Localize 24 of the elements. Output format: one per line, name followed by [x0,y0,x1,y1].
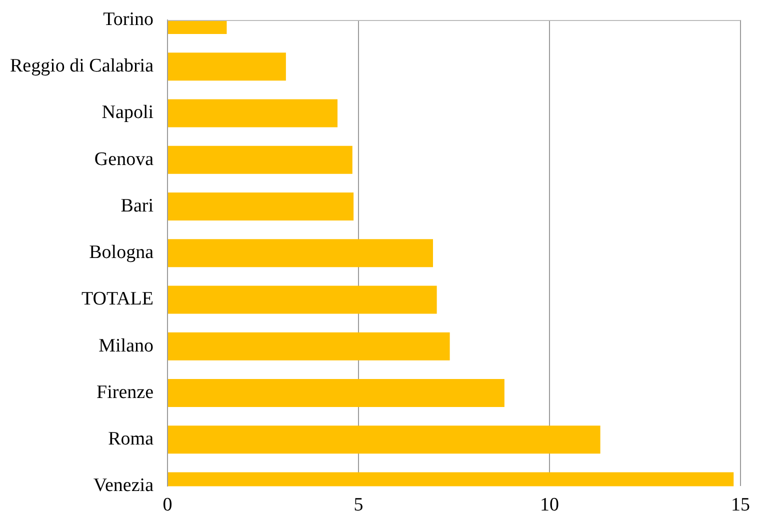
bar [168,146,352,174]
y-tick-label: Torino [103,8,154,30]
bar [168,239,433,268]
y-tick-label: Genova [94,148,154,170]
x-tick-label: 0 [162,494,172,516]
x-tick-label: 15 [731,494,750,516]
y-tick-label: Venezia [93,475,154,496]
y-tick-label: Milano [98,335,154,356]
bar [168,99,338,128]
x-tick-label: 10 [540,494,560,516]
x-tick-label: 5 [354,494,364,516]
bar [168,192,354,220]
y-tick-label: Napoli [102,102,154,124]
y-tick-label: Firenze [96,382,154,403]
y-tick-label: TOTALE [82,288,154,310]
y-tick-label: Roma [108,428,154,450]
bar [168,52,286,81]
y-tick-label: Bari [120,195,154,216]
y-tick-label: Bologna [89,242,154,264]
y-tick-label: Reggio di Calabria [10,56,154,77]
bar [168,332,450,360]
bar [168,378,504,407]
bar [168,426,600,454]
bar [168,286,437,314]
